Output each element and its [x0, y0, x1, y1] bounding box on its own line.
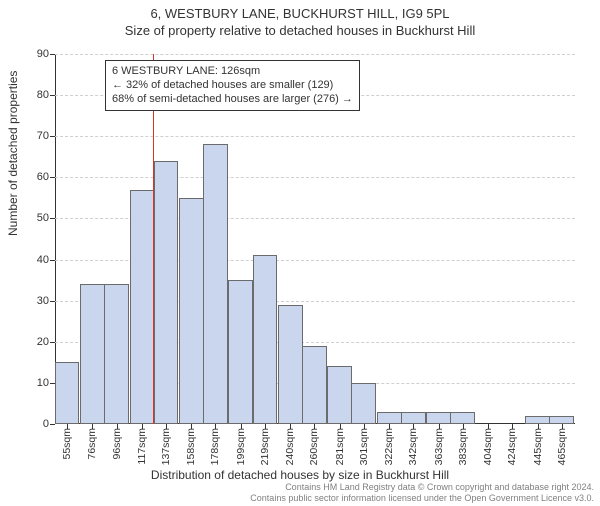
x-tick-label: 465sqm: [556, 428, 568, 465]
histogram-bar: [203, 144, 228, 424]
y-tick-label: 60: [19, 171, 49, 183]
titles: 6, WESTBURY LANE, BUCKHURST HILL, IG9 5P…: [0, 6, 600, 38]
x-tick-label: 383sqm: [457, 428, 469, 465]
x-tick-label: 55sqm: [61, 428, 73, 460]
x-tick-label: 363sqm: [433, 428, 445, 465]
gridline-h: [55, 54, 575, 55]
footer-line-1: Contains HM Land Registry data © Crown c…: [250, 482, 594, 493]
y-tick-mark: [50, 342, 55, 343]
y-tick-mark: [50, 177, 55, 178]
annotation-line2: ← 32% of detached houses are smaller (12…: [112, 79, 353, 93]
histogram-bar: [327, 366, 352, 424]
x-tick-label: 322sqm: [383, 428, 395, 465]
x-axis-label: Distribution of detached houses by size …: [0, 468, 600, 482]
footer: Contains HM Land Registry data © Crown c…: [250, 482, 594, 504]
footer-line-2: Contains public sector information licen…: [250, 493, 594, 504]
y-tick-label: 90: [19, 48, 49, 60]
y-tick-label: 50: [19, 212, 49, 224]
y-tick-mark: [50, 301, 55, 302]
y-tick-mark: [50, 260, 55, 261]
x-tick-label: 260sqm: [308, 428, 320, 465]
x-tick-label: 301sqm: [358, 428, 370, 465]
histogram-bar: [426, 412, 451, 424]
y-axis-label: Number of detached properties: [6, 71, 20, 236]
histogram-bar: [525, 416, 550, 424]
x-tick-label: 445sqm: [532, 428, 544, 465]
histogram-bar: [401, 412, 426, 424]
x-tick-label: 96sqm: [111, 428, 123, 460]
histogram-bar: [377, 412, 402, 424]
x-tick-label: 199sqm: [235, 428, 247, 465]
histogram-bar: [278, 305, 303, 424]
x-tick-label: 158sqm: [185, 428, 197, 465]
annotation-box: 6 WESTBURY LANE: 126sqm← 32% of detached…: [105, 60, 360, 111]
x-tick-label: 76sqm: [86, 428, 98, 460]
histogram-bar: [450, 412, 475, 424]
x-tick-label: 404sqm: [482, 428, 494, 465]
gridline-h: [55, 177, 575, 178]
y-tick-label: 20: [19, 336, 49, 348]
histogram-bar: [154, 161, 179, 424]
y-tick-mark: [50, 95, 55, 96]
histogram-bar: [253, 255, 278, 424]
y-tick-mark: [50, 54, 55, 55]
x-tick-label: 240sqm: [284, 428, 296, 465]
y-tick-label: 30: [19, 295, 49, 307]
histogram-bar: [228, 280, 253, 424]
y-tick-mark: [50, 218, 55, 219]
y-tick-label: 80: [19, 89, 49, 101]
annotation-line3: 68% of semi-detached houses are larger (…: [112, 93, 353, 107]
histogram-bar: [549, 416, 574, 424]
title-main: 6, WESTBURY LANE, BUCKHURST HILL, IG9 5P…: [0, 6, 600, 21]
x-tick-label: 281sqm: [334, 428, 346, 465]
x-tick-label: 137sqm: [160, 428, 172, 465]
y-tick-label: 70: [19, 130, 49, 142]
histogram-bar: [55, 362, 80, 424]
histogram-bar: [80, 284, 105, 424]
y-tick-label: 10: [19, 377, 49, 389]
x-tick-label: 117sqm: [136, 428, 148, 465]
gridline-h: [55, 136, 575, 137]
y-tick-mark: [50, 136, 55, 137]
y-tick-label: 40: [19, 254, 49, 266]
plot: 010203040506070809055sqm76sqm96sqm117sqm…: [55, 54, 575, 424]
x-tick-label: 178sqm: [209, 428, 221, 465]
y-tick-mark: [50, 424, 55, 425]
y-tick-label: 0: [19, 418, 49, 430]
histogram-bar: [302, 346, 327, 424]
x-tick-label: 219sqm: [259, 428, 271, 465]
histogram-bar: [130, 190, 155, 424]
histogram-bar: [351, 383, 376, 424]
histogram-bar: [104, 284, 129, 424]
x-tick-label: 424sqm: [506, 428, 518, 465]
chart-container: 6, WESTBURY LANE, BUCKHURST HILL, IG9 5P…: [0, 6, 600, 506]
histogram-bar: [179, 198, 204, 424]
annotation-line1: 6 WESTBURY LANE: 126sqm: [112, 65, 353, 79]
x-tick-label: 342sqm: [407, 428, 419, 465]
title-sub: Size of property relative to detached ho…: [0, 23, 600, 38]
